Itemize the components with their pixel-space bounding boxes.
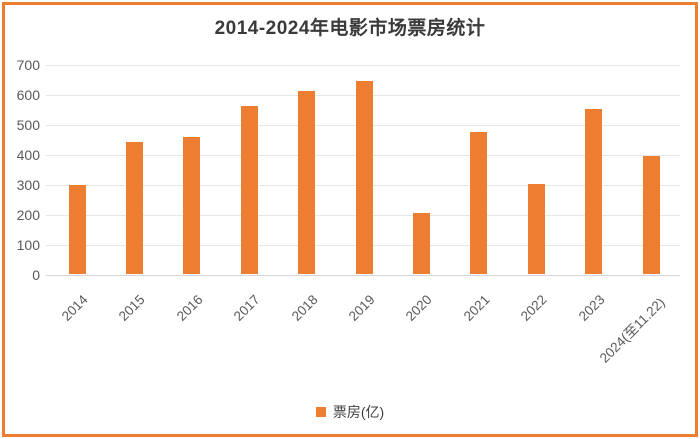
bar-2016 <box>183 136 201 274</box>
x-axis-labels: 2014 2015 2016 2017 2018 2019 2020 2021 2022 2023… <box>46 275 680 395</box>
x-axis-label-2017: 2017 <box>230 292 263 324</box>
x-axis-label-2020: 2020 <box>403 292 436 324</box>
bar-2020 <box>412 212 430 274</box>
bar-2024(至11.22) <box>642 155 660 274</box>
x-axis-label-2023: 2023 <box>575 292 608 324</box>
bar-2015 <box>125 141 143 274</box>
legend: 票房(亿) <box>0 402 700 422</box>
x-axis-label-2015: 2015 <box>116 292 149 324</box>
y-axis-tick-200: 200 <box>16 207 40 223</box>
y-axis-tick-700: 700 <box>16 57 40 73</box>
y-axis-tick-400: 400 <box>16 147 40 163</box>
bar-2021 <box>470 132 488 274</box>
bar-2014 <box>68 185 86 274</box>
legend-label-boxoffice: 票房(亿) <box>332 404 385 420</box>
x-axis-label-2014: 2014 <box>58 292 91 324</box>
legend-swatch-boxoffice <box>315 407 326 417</box>
x-axis-label-2021: 2021 <box>460 292 493 324</box>
x-axis-label-2022: 2022 <box>517 292 550 324</box>
plot-area <box>46 64 680 276</box>
x-axis-label-2018: 2018 <box>288 292 321 324</box>
y-axis-tick-600: 600 <box>16 87 40 103</box>
gridline-700 <box>46 64 680 66</box>
y-axis-labels: 0 100 200 300 400 500 600 700 <box>0 57 40 283</box>
y-axis-tick-100: 100 <box>16 237 40 253</box>
y-axis-tick-500: 500 <box>16 117 40 133</box>
bar-2017 <box>240 106 258 274</box>
y-axis-tick-300: 300 <box>16 177 40 193</box>
bar-2018 <box>298 91 316 274</box>
bar-2019 <box>355 81 373 274</box>
chart-title: 2014-2024年电影市场票房统计 <box>214 18 486 39</box>
y-axis-tick-0: 0 <box>32 267 40 283</box>
bar-2022 <box>527 183 545 274</box>
bar-2023 <box>585 109 603 274</box>
x-axis-label-2016: 2016 <box>173 292 206 324</box>
x-axis-label-2019: 2019 <box>345 292 378 324</box>
gridline-0 <box>46 274 680 276</box>
